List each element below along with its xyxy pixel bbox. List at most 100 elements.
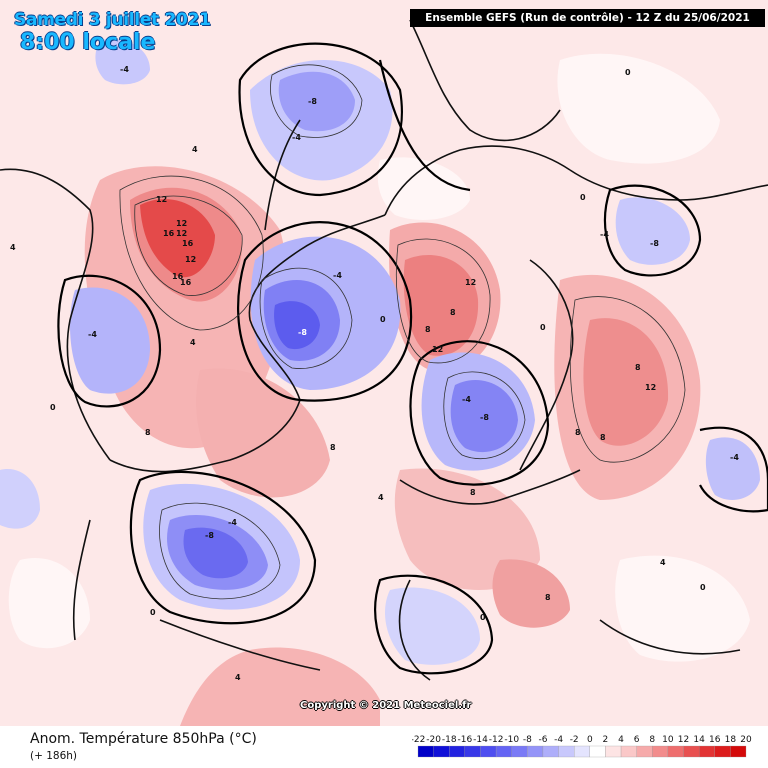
anomaly-map: 12 12 16 12 16 16 12 16 12 12 8 8 12 8 8…: [0, 0, 768, 726]
contour-label: -8: [308, 97, 317, 106]
legend-swatch: [480, 745, 497, 758]
contour-label: 0: [625, 68, 631, 77]
legend-swatch: [449, 745, 466, 758]
contour-label: 12: [176, 219, 187, 228]
legend-label: 12: [678, 735, 689, 745]
legend-swatch: [636, 745, 653, 758]
neutral-anomaly-areas: [8, 53, 750, 662]
cold-anomaly-areas: [0, 39, 760, 665]
contour-label: -8: [205, 531, 214, 540]
contour-label: 8: [635, 363, 641, 372]
contour-label: -8: [480, 413, 489, 422]
legend-swatch: [527, 745, 544, 758]
contour-label: 12: [185, 255, 196, 264]
contour-label: 0: [580, 193, 586, 202]
legend-label: 14: [693, 735, 705, 745]
contour-label: 0: [480, 613, 486, 622]
contour-label: 8: [470, 488, 476, 497]
legend-label: 2: [603, 735, 609, 745]
legend-swatch: [730, 745, 747, 758]
legend-label: -20: [426, 735, 441, 745]
legend-swatch: [698, 745, 715, 758]
contour-label: -4: [462, 395, 471, 404]
contour-label: 16: [163, 229, 175, 238]
contour-label: 12: [645, 383, 656, 392]
legend-swatch: [667, 745, 684, 758]
contour-label: -8: [650, 239, 659, 248]
legend-label: -14: [473, 735, 488, 745]
legend-swatches: [417, 745, 747, 758]
variable-title: Anom. Température 850hPa (°C): [30, 731, 257, 747]
legend-label: -6: [538, 735, 547, 745]
contour-label: 4: [378, 493, 384, 502]
legend-swatch: [511, 745, 528, 758]
legend-label: -12: [489, 735, 504, 745]
contour-label: 8: [450, 308, 456, 317]
legend-label: 8: [649, 735, 655, 745]
legend-label: 16: [709, 735, 721, 745]
legend-label: 10: [662, 735, 674, 745]
forecast-date: Samedi 3 juillet 2021: [14, 10, 211, 30]
contour-label: 8: [600, 433, 606, 442]
contour-label: -4: [333, 271, 342, 280]
copyright-notice: Copyright © 2021 Meteociel.fr: [300, 700, 472, 711]
contour-label: -4: [88, 330, 97, 339]
contour-label: 12: [156, 195, 167, 204]
legend-label: 4: [618, 735, 624, 745]
warm-anomaly-areas: [84, 166, 701, 726]
legend-swatch: [464, 745, 481, 758]
contour-label: 4: [190, 338, 196, 347]
color-scale-legend: -22 -20 -18 -16 -14 -12 -10 -8 -6 -4 -2 0 2 4 6 8 10 12 14…: [412, 735, 752, 758]
legend-swatch: [417, 745, 434, 758]
legend-label: -10: [504, 735, 519, 745]
anomaly-contours: [119, 64, 686, 600]
legend-labels: -22 -20 -18 -16 -14 -12 -10 -8 -6 -4 -2 0 2 4 6 8 10 12 14…: [412, 735, 752, 745]
legend-swatch: [574, 745, 590, 758]
legend-swatch: [714, 745, 731, 758]
contour-label: -4: [292, 133, 301, 142]
legend-swatch: [558, 745, 575, 758]
lead-time: (+ 186h): [30, 750, 78, 762]
contour-label: -8: [298, 328, 307, 337]
legend-label: 0: [587, 735, 593, 745]
legend-label: -18: [442, 735, 457, 745]
contour-label: -4: [120, 65, 129, 74]
legend-label: -2: [570, 735, 579, 745]
legend-label: -8: [523, 735, 532, 745]
contour-label: 4: [10, 243, 16, 252]
legend-label: -4: [554, 735, 563, 745]
contour-label: 0: [380, 315, 386, 324]
zero-contours: [57, 42, 768, 675]
contour-label: 0: [150, 608, 156, 617]
contour-label: 16: [180, 278, 192, 287]
legend-label: 6: [634, 735, 640, 745]
legend-swatch: [620, 745, 637, 758]
contour-label: 8: [575, 428, 581, 437]
contour-label: -4: [600, 230, 609, 239]
contour-label: 16: [172, 272, 184, 281]
legend-label: -22: [412, 735, 425, 745]
model-run-banner: Ensemble GEFS (Run de contrôle) - 12 Z d…: [410, 9, 765, 27]
contour-label: -4: [228, 518, 237, 527]
contour-label: 0: [700, 583, 706, 592]
legend-swatch: [605, 745, 622, 758]
contour-label: 16: [182, 239, 194, 248]
legend-swatch: [542, 745, 559, 758]
contour-label: 8: [425, 325, 431, 334]
legend-swatch: [495, 745, 512, 758]
contour-label: 4: [235, 673, 241, 682]
contour-value-labels: 12 12 16 12 16 16 12 16 12 12 8 8 12 8 8…: [10, 65, 739, 682]
legend-swatch: [652, 745, 669, 758]
contour-label: 8: [545, 593, 551, 602]
legend-swatch: [433, 745, 450, 758]
contour-label: 4: [660, 558, 666, 567]
legend-swatch: [589, 745, 606, 758]
legend-label: 18: [725, 735, 737, 745]
contour-label: 12: [176, 229, 187, 238]
legend-label: -16: [458, 735, 473, 745]
contour-label: 0: [50, 403, 56, 412]
forecast-local-time: 8:00 locale: [20, 30, 156, 55]
contour-label: 8: [330, 443, 336, 452]
contour-label: 4: [192, 145, 198, 154]
